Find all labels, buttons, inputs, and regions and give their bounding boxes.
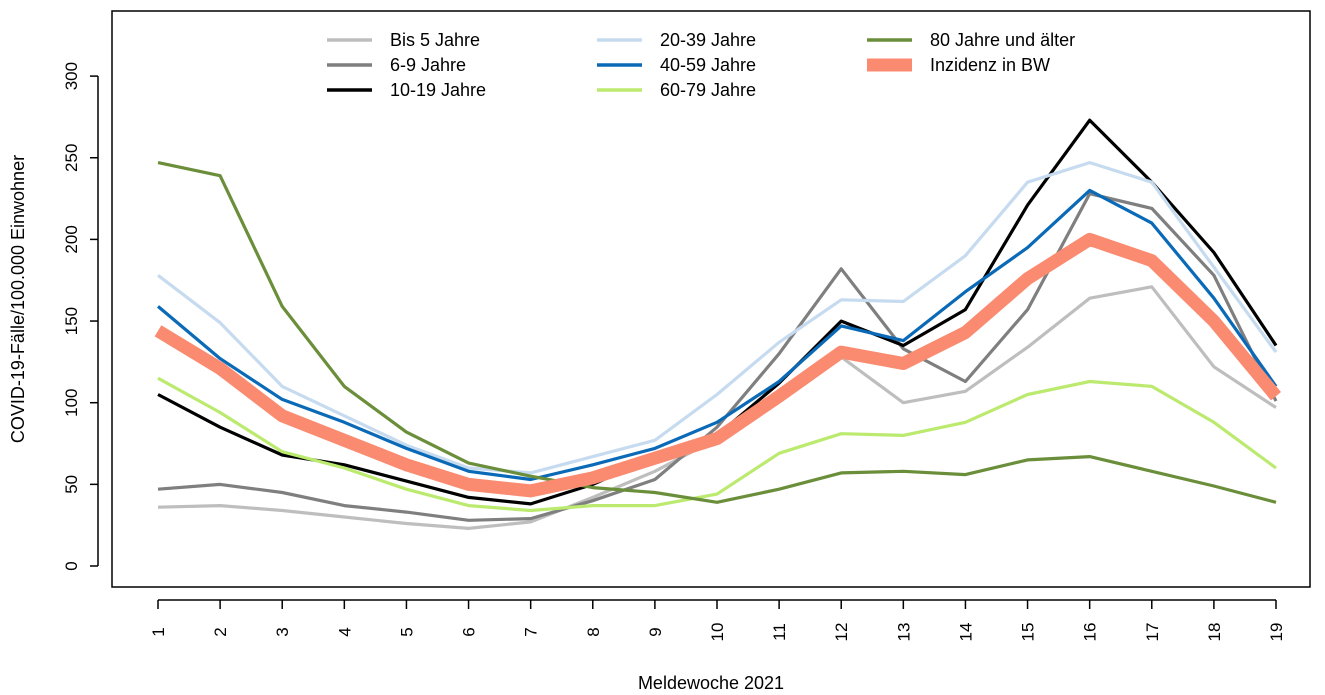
x-tick-label: 18 [1205,623,1224,642]
x-tick-label: 8 [584,627,603,636]
series-line-2 [157,192,1278,522]
y-tick-label: 100 [62,389,81,417]
x-tick-label: 16 [1081,623,1100,642]
x-tick-label: 7 [522,627,541,636]
series-line-5 [156,188,1278,482]
legend-label: 6-9 Jahre [390,55,466,75]
series-line-4 [157,161,1278,475]
legend-label: 80 Jahre und älter [930,30,1075,50]
x-tick-label: 3 [273,627,292,636]
legend-label: Bis 5 Jahre [390,30,480,50]
series-layer [154,118,1282,531]
series-line-8 [154,232,1282,498]
y-tick-label: 0 [62,561,81,570]
y-axis: 0 50 100 150 200 250 300 [62,62,99,571]
y-tick-label: 300 [62,62,81,90]
x-tick-label: 13 [894,623,913,642]
x-tick-label: 12 [832,623,851,642]
plot-frame [111,10,1311,588]
legend-label: 40-59 Jahre [660,55,756,75]
legend-label: Inzidenz in BW [930,55,1050,75]
y-axis-label: COVID-19-Fälle/100.000 Einwohner [8,155,28,443]
x-tick-label: 6 [460,627,479,636]
x-tick-label: 5 [397,627,416,636]
series-line-3 [157,118,1278,506]
y-tick-label: 50 [62,475,81,494]
x-tick-label: 1 [149,627,168,636]
y-tick-label: 250 [62,144,81,172]
x-axis: 1 2 3 4 5 6 7 8 9 10 11 12 13 14 15 16 17 18 19 [149,599,1286,642]
x-tick-label: 19 [1267,623,1286,642]
series-line-6 [157,376,1277,513]
y-tick-label: 200 [62,225,81,253]
x-tick-label: 17 [1143,623,1162,642]
x-axis-label: Meldewoche 2021 [638,673,784,693]
series-line-7 [157,161,1277,504]
x-tick-label: 9 [646,627,665,636]
x-tick-label: 2 [211,627,230,636]
legend: Bis 5 Jahre 6-9 Jahre 10-19 Jahre 20-39 Jah… [327,30,1075,100]
legend-label: 20-39 Jahre [660,30,756,50]
x-tick-label: 14 [956,623,975,642]
x-tick-label: 11 [770,623,789,641]
x-tick-label: 10 [708,623,727,642]
y-tick-label: 150 [62,307,81,335]
x-tick-label: 15 [1019,623,1038,642]
legend-label: 60-79 Jahre [660,80,756,100]
legend-label: 10-19 Jahre [390,80,486,100]
x-tick-label: 4 [335,627,354,636]
